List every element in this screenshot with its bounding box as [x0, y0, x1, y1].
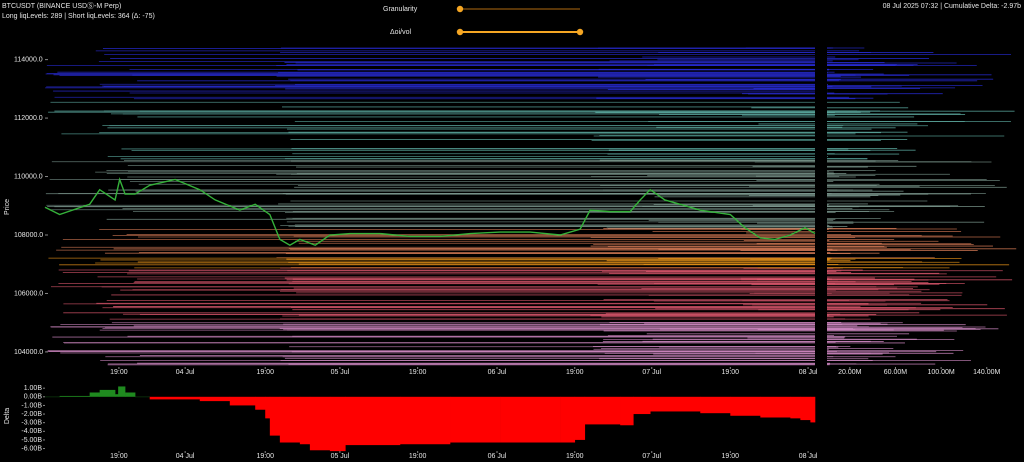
x-tick-label: 60.00M	[884, 369, 908, 376]
x-tick-label: 19:00	[110, 453, 128, 460]
x-tick-label: 19:00	[722, 453, 740, 460]
delta-bar	[279, 396, 301, 443]
x-tick-label: 04 Jul	[176, 453, 195, 460]
x-tick-label: 08 Jul	[799, 453, 818, 460]
y-tick-label: 104000.0	[14, 349, 43, 356]
delta-bar	[790, 396, 801, 419]
y-tick-label: 0.00B	[24, 394, 43, 401]
y-tick-label: 114000.0	[14, 56, 43, 63]
delta-bar	[149, 396, 201, 400]
delta-bar	[118, 386, 126, 397]
delta-bar	[700, 396, 731, 414]
y-tick-label: -5.00B	[21, 437, 42, 444]
control-label: Granularity	[383, 6, 418, 13]
delta-bar	[620, 396, 634, 426]
slider-handle[interactable]	[576, 28, 584, 36]
delta-bar	[574, 396, 586, 440]
delta-bar	[115, 394, 119, 397]
y-tick-label: -1.00B	[21, 402, 42, 409]
y-tick-label: -6.00B	[21, 445, 42, 452]
delta-bar	[760, 396, 791, 418]
y-tick-label: 106000.0	[14, 290, 43, 297]
delta-bar	[89, 392, 100, 397]
x-tick-label: 140.00M	[973, 369, 1000, 376]
delta-bar	[329, 396, 346, 452]
delta-bar	[199, 396, 231, 402]
x-tick-label: 05 Jul	[331, 453, 350, 460]
control-label: Δoi/vol	[390, 29, 411, 36]
x-tick-label: 100.00M	[927, 369, 954, 376]
x-tick-label: 05 Jul	[331, 369, 350, 376]
delta-bar	[229, 396, 256, 406]
delta-bar	[450, 396, 501, 443]
x-tick-label: 06 Jul	[488, 369, 507, 376]
x-tick-label: 19:00	[566, 453, 584, 460]
x-tick-label: 08 Jul	[799, 369, 818, 376]
x-tick-label: 06 Jul	[488, 453, 507, 460]
x-tick-label: 07 Jul	[642, 369, 661, 376]
slider-handle[interactable]	[456, 5, 464, 13]
y-tick-label: -2.00B	[21, 411, 42, 418]
status: 08 Jul 2025 07:32 | Cumulative Delta: -2…	[883, 3, 1022, 10]
delta-bar	[633, 396, 651, 415]
y-tick-label: -4.00B	[21, 428, 42, 435]
delta-bar	[309, 396, 331, 451]
delta-bar	[265, 396, 271, 419]
delta-bar	[299, 396, 311, 445]
delta-bar	[560, 396, 576, 443]
delta-bar	[99, 389, 116, 397]
delta-bar	[59, 395, 90, 397]
x-tick-label: 07 Jul	[642, 453, 661, 460]
delta-bar	[255, 396, 266, 410]
slider-handle[interactable]	[456, 28, 464, 36]
delta-bar	[650, 396, 701, 412]
symbol: BTCUSDT (BINANCE USDⓈ-M Perp)	[2, 2, 121, 10]
x-tick-label: 19:00	[256, 453, 274, 460]
delta-bar	[269, 396, 281, 436]
liq-levels	[45, 47, 1017, 366]
x-tick-label: 19:00	[409, 453, 427, 460]
delta-bar	[810, 396, 816, 423]
y-tick-label: 1.00B	[24, 385, 43, 392]
delta-bar	[800, 396, 811, 421]
delta-bar	[125, 392, 136, 397]
separator	[816, 45, 826, 368]
x-tick-label: 19:00	[409, 369, 427, 376]
delta-bar	[500, 396, 561, 443]
x-tick-label: 20.00M	[838, 369, 862, 376]
delta-bar	[399, 396, 451, 445]
x-tick-label: 19:00	[256, 369, 274, 376]
liq-counts: Long liqLevels: 289 | Short liqLevels: 3…	[2, 13, 155, 20]
y-tick-label: 108000.0	[14, 232, 43, 239]
x-tick-label: 04 Jul	[176, 369, 195, 376]
x-tick-label: 19:00	[110, 369, 128, 376]
y-axis-label: Price	[4, 199, 11, 215]
price-line	[44, 177, 816, 247]
delta-bar	[584, 396, 621, 425]
x-tick-label: 19:00	[566, 369, 584, 376]
x-tick-label: 19:00	[722, 369, 740, 376]
y-tick-label: 110000.0	[14, 173, 43, 180]
delta-bar	[730, 396, 761, 416]
y-tick-label: 112000.0	[14, 115, 43, 122]
y-axis-label: Delta	[4, 408, 11, 424]
delta-bar	[345, 396, 401, 446]
y-tick-label: -3.00B	[21, 420, 42, 427]
